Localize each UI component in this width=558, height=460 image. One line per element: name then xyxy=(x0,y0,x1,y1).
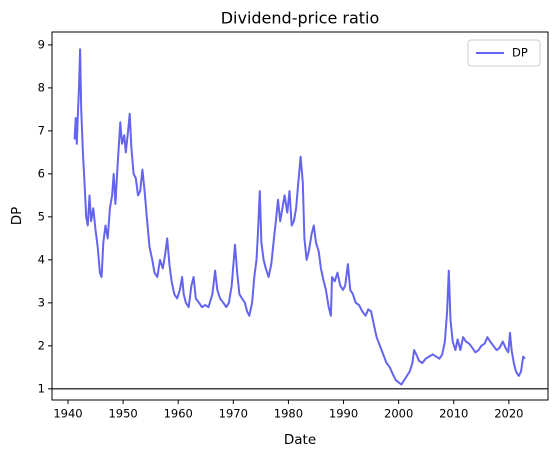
x-tick-label: 2020 xyxy=(494,407,523,421)
y-tick-label: 6 xyxy=(38,166,45,180)
legend-label: DP xyxy=(512,46,528,60)
x-tick-label: 1990 xyxy=(329,407,358,421)
x-axis-label: Date xyxy=(284,432,316,448)
y-tick-label: 9 xyxy=(38,37,45,51)
y-tick-label: 1 xyxy=(38,381,45,395)
plot-frame xyxy=(51,31,549,401)
x-tick-label: 1950 xyxy=(108,407,137,421)
data-line xyxy=(73,48,526,386)
y-tick-label: 3 xyxy=(38,295,45,309)
y-axis-label: DP xyxy=(9,207,25,226)
x-tick-label: 1980 xyxy=(274,407,303,421)
x-tick-label: 1940 xyxy=(53,407,82,421)
chart-title: Dividend-price ratio xyxy=(221,9,380,28)
y-tick-label: 4 xyxy=(38,252,45,266)
x-tick-label: 2010 xyxy=(439,407,468,421)
y-tick-label: 5 xyxy=(38,209,45,223)
y-tick-label: 7 xyxy=(38,123,45,137)
y-tick-label: 2 xyxy=(38,338,45,352)
x-tick-label: 2000 xyxy=(384,407,413,421)
x-tick-label: 1970 xyxy=(219,407,248,421)
x-tick-label: 1960 xyxy=(164,407,193,421)
y-tick-label: 8 xyxy=(38,80,45,94)
